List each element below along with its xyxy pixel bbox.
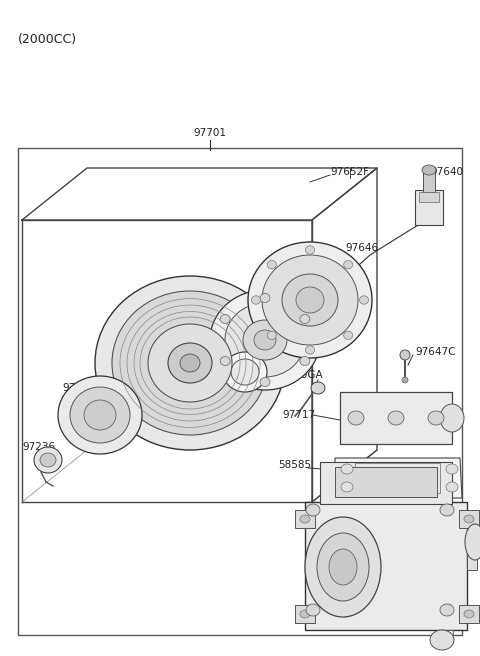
Ellipse shape — [260, 377, 270, 386]
Ellipse shape — [231, 359, 259, 385]
Ellipse shape — [430, 630, 454, 650]
Ellipse shape — [262, 255, 358, 345]
Ellipse shape — [464, 515, 474, 523]
Bar — [340, 392, 452, 444]
Ellipse shape — [282, 274, 338, 326]
Ellipse shape — [341, 464, 353, 474]
Ellipse shape — [220, 314, 230, 323]
Text: 97652F: 97652F — [330, 167, 369, 177]
Ellipse shape — [428, 411, 444, 425]
Ellipse shape — [317, 533, 369, 601]
Ellipse shape — [402, 377, 408, 383]
Ellipse shape — [306, 604, 320, 616]
Ellipse shape — [388, 411, 404, 425]
Ellipse shape — [348, 411, 364, 425]
Text: (2000CC): (2000CC) — [18, 33, 77, 47]
Ellipse shape — [440, 404, 464, 432]
Text: 1140GA: 1140GA — [282, 370, 324, 380]
Ellipse shape — [446, 482, 458, 492]
Ellipse shape — [296, 287, 324, 313]
Bar — [415, 190, 443, 225]
Ellipse shape — [440, 604, 454, 616]
Ellipse shape — [148, 324, 232, 402]
Polygon shape — [355, 463, 440, 493]
Ellipse shape — [225, 303, 305, 377]
Text: 97640: 97640 — [430, 167, 463, 177]
Text: 97646: 97646 — [345, 243, 378, 253]
Ellipse shape — [243, 320, 287, 360]
Ellipse shape — [306, 504, 320, 516]
Text: 97643C: 97643C — [149, 303, 190, 313]
Ellipse shape — [210, 290, 320, 390]
Bar — [335, 467, 437, 497]
Bar — [18, 148, 462, 635]
Bar — [459, 605, 479, 623]
Ellipse shape — [95, 276, 285, 450]
Bar — [439, 630, 453, 642]
Bar — [295, 510, 315, 528]
Bar — [459, 510, 479, 528]
Text: 97643A: 97643A — [152, 345, 192, 355]
Ellipse shape — [465, 524, 480, 560]
Ellipse shape — [305, 246, 314, 254]
Ellipse shape — [329, 549, 357, 585]
Ellipse shape — [341, 482, 353, 492]
Ellipse shape — [300, 610, 310, 618]
Ellipse shape — [70, 387, 130, 443]
Ellipse shape — [267, 331, 276, 340]
Ellipse shape — [58, 376, 142, 454]
Bar — [423, 172, 435, 192]
Ellipse shape — [360, 296, 369, 304]
Bar — [467, 534, 477, 570]
Bar — [305, 502, 467, 630]
Text: 97644C: 97644C — [62, 383, 103, 393]
Ellipse shape — [440, 504, 454, 516]
Bar — [419, 192, 439, 202]
Ellipse shape — [267, 260, 276, 269]
Ellipse shape — [254, 330, 276, 350]
Ellipse shape — [344, 331, 353, 340]
Ellipse shape — [248, 242, 372, 358]
Text: 58585: 58585 — [278, 460, 311, 470]
Ellipse shape — [422, 165, 436, 175]
Polygon shape — [335, 458, 462, 498]
Ellipse shape — [260, 293, 270, 302]
Ellipse shape — [252, 296, 261, 304]
Ellipse shape — [300, 314, 310, 323]
Ellipse shape — [446, 464, 458, 474]
Text: 97711B: 97711B — [255, 303, 295, 313]
Ellipse shape — [168, 343, 212, 383]
Ellipse shape — [400, 350, 410, 360]
Text: 97236: 97236 — [22, 442, 55, 452]
Text: 97717: 97717 — [282, 410, 315, 420]
Text: 97647C: 97647C — [415, 347, 456, 357]
Ellipse shape — [305, 346, 314, 354]
Ellipse shape — [40, 453, 56, 467]
Ellipse shape — [34, 447, 62, 473]
Bar — [295, 605, 315, 623]
Ellipse shape — [300, 356, 310, 365]
Ellipse shape — [300, 515, 310, 523]
Ellipse shape — [220, 356, 230, 365]
Bar — [320, 462, 452, 504]
Ellipse shape — [84, 400, 116, 430]
Ellipse shape — [223, 352, 267, 392]
Ellipse shape — [180, 354, 200, 372]
Text: 97701: 97701 — [193, 128, 227, 138]
Ellipse shape — [464, 610, 474, 618]
Ellipse shape — [311, 382, 325, 394]
Ellipse shape — [344, 260, 353, 269]
Ellipse shape — [305, 517, 381, 617]
Ellipse shape — [112, 291, 268, 435]
